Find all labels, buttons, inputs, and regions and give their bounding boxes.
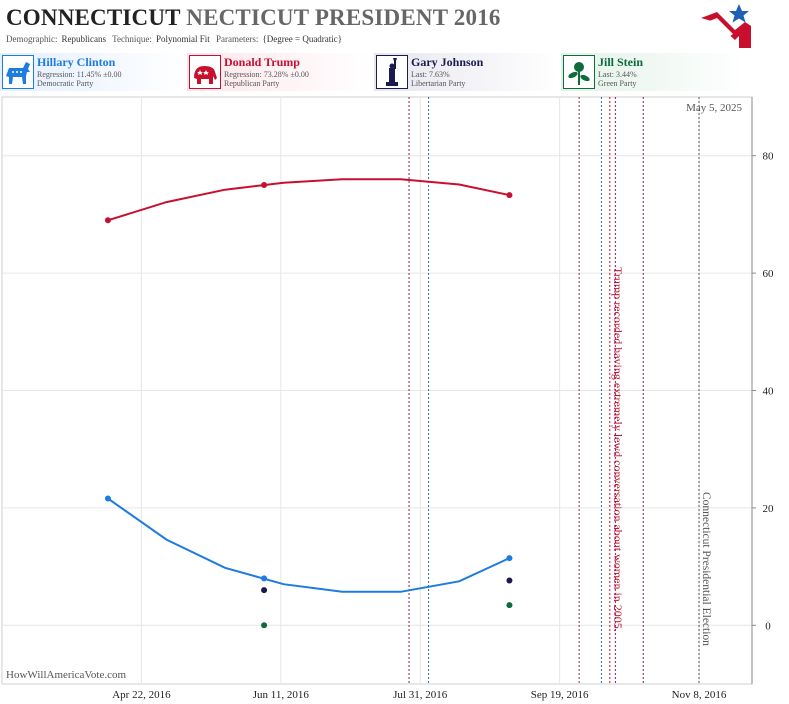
demographic-label: Demographic: [6,34,58,44]
technique-label: Technique: [112,34,152,44]
technique-value: Polynomial Fit [155,34,210,44]
y-tick-label: 20 [763,503,775,515]
candidate-party: Democratic Party [37,79,94,88]
donkey-icon [2,55,34,89]
site-logo-icon [701,4,751,48]
elephant-icon [189,55,221,89]
candidate-party: Libertarian Party [411,79,466,88]
header: CONNECTICUT NECTICUT PRESIDENT 2016 Demo… [0,0,789,52]
candidate-card-trump[interactable]: Donald Trump Regression: 73.28% ±0.00 Re… [187,53,373,91]
demographic-value: Republicans [61,34,106,44]
y-tick-label: 0 [765,620,771,632]
candidate-stat: Regression: 11.45% ±0.00 [37,70,122,79]
poll-point [261,182,268,189]
x-tick-label: Jul 31, 2016 [393,689,448,701]
poll-point [104,495,111,502]
x-tick-label: Apr 22, 2016 [112,689,171,701]
event-label: Trump recorded having extremely lewd con… [611,267,625,632]
title-rest: NECTICUT PRESIDENT 2016 [186,5,501,30]
candidate-legend: Hillary Clinton Regression: 11.45% ±0.00… [0,53,789,93]
fit-line-hillary-clinton [107,497,510,593]
page-title: CONNECTICUT NECTICUT PRESIDENT 2016 [6,5,501,31]
candidate-card-clinton[interactable]: Hillary Clinton Regression: 11.45% ±0.00… [0,53,186,91]
candidate-stat: Last: 3.44% [598,70,637,79]
y-tick-label: 80 [763,151,775,163]
poll-point [506,577,513,584]
chart-parameters: Demographic: Republicans Technique: Polyno… [6,34,346,44]
x-tick-label: Nov 8, 2016 [672,689,727,701]
event-label: Connecticut Presidential Election [700,492,712,646]
parameters-label: Parameters: [215,34,259,44]
rose-icon [563,55,595,89]
candidate-name: Jill Stein [598,55,644,69]
y-tick-label: 40 [763,386,775,398]
x-tick-label: Sep 19, 2016 [531,689,589,701]
poll-point [261,575,268,582]
watermark: HowWillAmericaVote.com [6,669,126,681]
parameters-value: {Degree = Quadratic} [262,34,343,44]
x-tick-label: Jun 11, 2016 [253,689,310,701]
candidate-party: Green Party [598,79,637,88]
candidate-name: Gary Johnson [411,55,484,69]
poll-point [506,602,513,609]
y-tick-label: 60 [763,268,775,280]
candidate-name: Donald Trump [224,55,300,69]
candidate-card-stein[interactable]: Jill Stein Last: 3.44% Green Party [561,53,747,91]
candidate-stat: Regression: 73.28% ±0.00 [224,70,309,79]
candidate-stat: Last: 7.63% [411,70,450,79]
fit-line-donald-trump [107,178,510,222]
candidate-party: Republican Party [224,79,280,88]
date-stamp: May 5, 2025 [686,102,742,114]
state-name: CONNECTICUT [6,5,181,30]
candidate-card-johnson[interactable]: Gary Johnson Last: 7.63% Libertarian Par… [374,53,560,91]
poll-point [261,622,268,629]
candidate-name: Hillary Clinton [37,55,116,69]
poll-point [104,217,111,224]
liberty-statue-icon [376,55,408,89]
poll-point [506,192,513,199]
poll-point [506,555,513,562]
poll-point [261,587,268,594]
